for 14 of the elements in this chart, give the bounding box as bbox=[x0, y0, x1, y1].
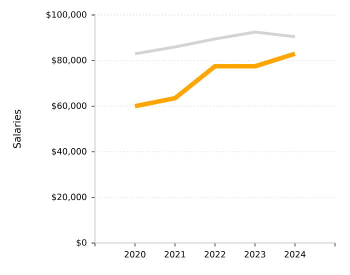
y-tick-label: $100,000 bbox=[46, 11, 86, 19]
x-tick-label: 2023 bbox=[244, 251, 266, 258]
y-tick-label: $0 bbox=[76, 239, 86, 247]
y-tick-label: $20,000 bbox=[52, 193, 86, 202]
line-series bbox=[132, 52, 298, 108]
x-tick-label: 2021 bbox=[164, 251, 186, 258]
y-tick-label: $60,000 bbox=[52, 102, 86, 110]
y-tick-label: $40,000 bbox=[52, 148, 86, 156]
x-tick-label: 2022 bbox=[204, 251, 226, 258]
x-tick-label: 2024 bbox=[284, 251, 306, 258]
y-tick-label: $80,000 bbox=[52, 56, 86, 65]
x-tick-label: 2020 bbox=[124, 251, 146, 258]
y-axis-title: Salaries bbox=[13, 110, 21, 148]
line-series bbox=[134, 30, 296, 56]
